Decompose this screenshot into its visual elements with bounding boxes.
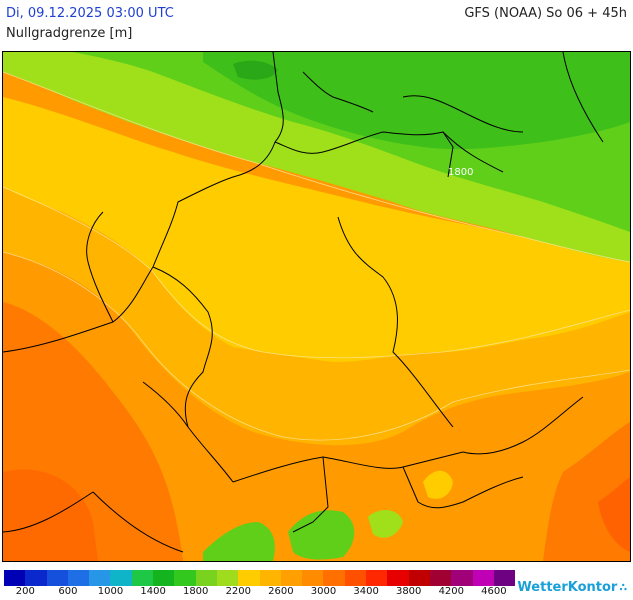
map-canvas: 1800 [3,52,630,561]
legend-swatch [153,570,175,586]
freezing-level-map[interactable]: 1800 [2,51,631,562]
legend-swatch [131,570,154,586]
legend-swatch [25,570,47,586]
legend-swatch [493,570,516,586]
legend-swatch [280,570,303,586]
legend-tick-label: 3000 [310,586,337,597]
legend-swatch [110,570,132,586]
legend-swatch [323,570,345,586]
legend-swatch [366,570,388,586]
alps-yellow-east [423,470,453,499]
legend-tick-label: 4600 [481,586,507,597]
legend-tick-label: 1400 [140,586,166,597]
valid-date-time: Di, 09.12.2025 03:00 UTC [6,6,174,21]
legend-tick-label: 4200 [438,586,465,597]
legend-tick-label: 1800 [182,586,209,597]
legend-swatch [89,570,111,586]
legend-swatch [429,570,452,586]
region-red-orange-west [3,469,98,561]
region-red-orange-east [598,477,630,552]
legend-tick-label: 2200 [225,586,252,597]
legend-swatch [472,570,494,586]
alps-yellow-green-east [368,510,403,538]
legend-swatch [259,570,281,586]
legend-tick-label: 200 [15,586,35,597]
legend-swatch [344,570,367,586]
legend-swatch [302,570,324,586]
legend-tick-label: 2600 [268,586,294,597]
region-yellow [3,97,630,362]
color-legend [4,570,516,586]
legend-swatch [387,570,409,586]
alps-green-west [203,522,275,561]
raindrops-icon: ∴ [619,581,627,594]
legend-swatch [408,570,430,586]
legend-swatch [67,570,90,586]
alps-green-central [288,510,355,560]
legend-swatch [46,570,68,586]
legend-tick-label: 3400 [353,586,379,597]
isolines [3,71,630,441]
legend-tick-label: 1000 [97,586,124,597]
legend-swatch [238,570,260,586]
legend-swatch [4,570,26,586]
borders [3,52,604,553]
legend-tick-label: 600 [58,586,78,597]
parameter-title: Nullgradgrenze [m] [6,26,133,41]
legend-swatch [216,570,239,586]
model-run-label: GFS (NOAA) So 06 + 45h [464,6,627,21]
brand-logo[interactable]: WetterKontor ∴ [517,580,627,595]
legend-ticks: 200 600 1000 1400 1800 2200 2600 3000 3400 3800 42… [4,586,524,600]
region-dark-green [203,52,630,150]
legend-tick-label: 3800 [395,586,422,597]
contour-label: 1800 [448,167,473,178]
region-darkest-green [233,60,278,80]
legend-swatch [451,570,473,586]
legend-swatch [195,570,217,586]
brand-name: WetterKontor [517,580,618,595]
legend-swatch [174,570,196,586]
